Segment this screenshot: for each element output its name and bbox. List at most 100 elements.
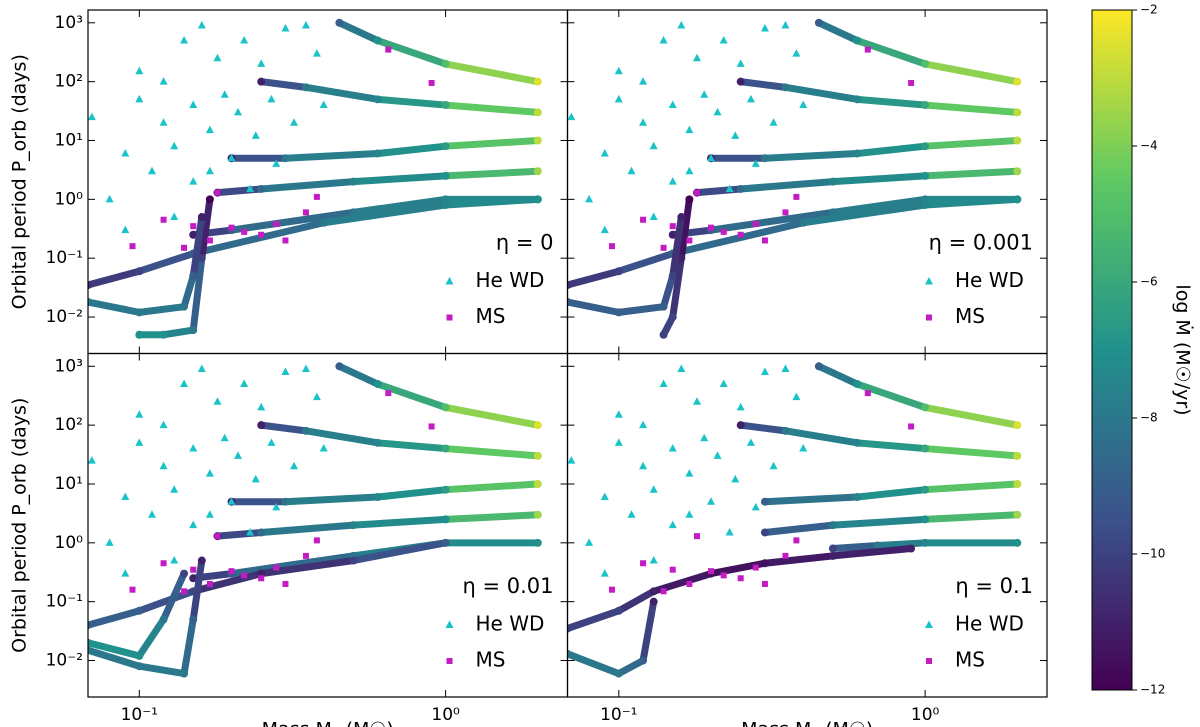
he-wd-point [685,125,694,134]
he-wd-point [659,379,668,388]
track-point [853,149,862,158]
legend-label: He WD [955,268,1024,292]
y-tick-label: 10¹ [55,130,83,150]
he-wd-point [627,166,636,175]
track-segment [853,95,929,109]
track-segment [669,213,685,280]
track-point [760,154,769,163]
track-point [921,485,930,494]
he-wd-point [251,474,260,483]
track-segment [921,403,1021,429]
he-wd-point [668,444,677,452]
ms-point [129,586,136,593]
track-point [614,308,623,317]
track-segment [135,303,188,316]
track-point [88,646,92,655]
track-point [88,621,92,630]
he-wd-point [567,456,576,464]
he-wd-point [135,438,144,446]
ms-point [693,533,700,540]
track-point [197,213,206,222]
he-wd-point [180,36,189,44]
he-wd-point [677,20,686,29]
track-segment [761,521,837,536]
track-segment [669,219,807,258]
track-point [441,59,450,68]
track-segment [180,272,197,311]
ms-point [761,580,768,587]
track-point [828,544,837,553]
legend-marker [446,658,453,664]
he-wd-point [213,397,222,405]
track-point [349,177,358,186]
plot-area [88,18,542,339]
track-segment [442,136,542,150]
x-axis-label: Mass M₂ (M☉) [262,719,394,727]
he-wd-point [719,379,728,388]
track-point [853,95,862,104]
track-segment [257,178,357,193]
track-point [828,177,837,186]
y-tick-label: 10⁻² [46,651,83,671]
he-wd-point [227,497,236,505]
track-point [828,521,837,530]
he-wd-point [799,100,808,109]
track-point [907,544,916,553]
track-point [373,36,382,45]
he-wd-point [121,492,130,501]
ms-point [864,390,871,397]
he-wd-point [685,469,694,477]
track-segment [349,195,450,216]
ms-point [190,223,197,230]
he-wd-point [731,474,740,483]
legend-marker [445,277,454,285]
he-wd-point [600,492,609,501]
he-wd-point [713,107,722,116]
y-tick-label: 10¹ [55,474,83,494]
track-point [441,201,450,210]
track-segment [349,172,450,186]
y-axis-label: Orbital period P_orb (days) [9,54,31,309]
track-point [1013,421,1022,430]
ms-point [241,228,248,235]
track-segment [615,657,647,678]
track-point [853,380,862,389]
ms-point [428,423,435,430]
track-point [853,36,862,45]
track-point [1013,451,1022,460]
ms-point [793,537,800,544]
ms-point [640,560,647,567]
track-point [567,624,572,633]
track-point [1013,195,1022,204]
y-tick-label: 10⁰ [55,533,84,553]
track-point [659,302,668,311]
track-segment [257,521,357,536]
track-segment [302,83,382,103]
track-segment [349,539,450,565]
he-wd-point [700,433,709,442]
track-segment [567,607,623,633]
he-wd-point [668,177,677,185]
track-segment [829,545,915,560]
he-wd-point [220,90,229,98]
track-segment [567,267,623,289]
track-point [197,254,206,263]
he-wd-point [719,36,728,44]
ms-point [241,572,248,579]
he-wd-point [205,125,214,134]
track-point [677,254,686,263]
he-wd-point [707,153,716,162]
ms-point [228,224,235,231]
ms-point [669,566,676,573]
track-point [441,515,450,524]
track-segment [189,254,206,334]
ms-point [686,237,693,244]
track-point [441,101,450,110]
he-wd-point [639,118,648,126]
he-wd-point [281,24,290,32]
track-segment [257,557,357,578]
ms-point [608,243,615,250]
track-segment [213,185,265,197]
he-wd-point [585,194,594,203]
he-wd-point [319,444,328,452]
